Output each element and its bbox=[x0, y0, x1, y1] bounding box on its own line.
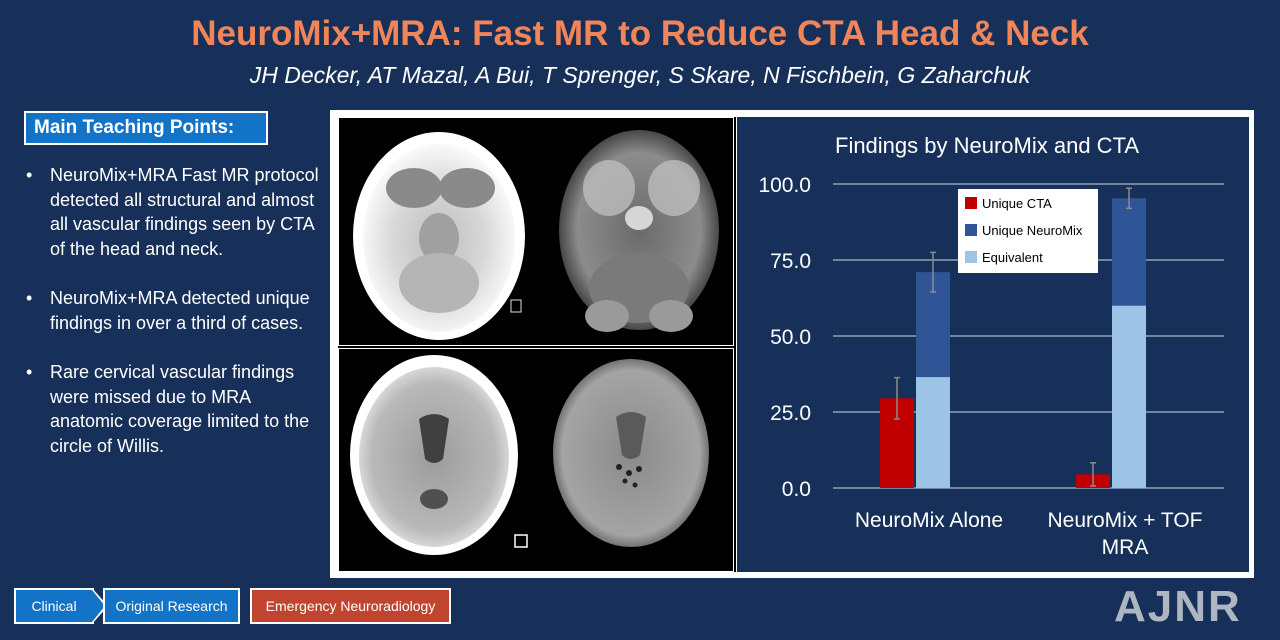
x-category-label-line2: MRA bbox=[1102, 536, 1149, 559]
legend-label: Unique CTA bbox=[982, 196, 1052, 211]
y-tick-label: 25.0 bbox=[770, 402, 811, 425]
scan-pair-bottom bbox=[338, 348, 734, 572]
tag-original-research[interactable]: Original Research bbox=[103, 588, 240, 624]
y-tick-label: 50.0 bbox=[770, 326, 811, 349]
legend-label: Unique NeuroMix bbox=[982, 223, 1083, 238]
chart-legend: Unique CTA Unique NeuroMix Equivalent bbox=[958, 189, 1098, 273]
x-category-label: NeuroMix Alone bbox=[855, 509, 1003, 532]
ct-mr-brain-images-top bbox=[339, 118, 733, 345]
legend-box bbox=[958, 189, 1098, 273]
author-list: JH Decker, AT Mazal, A Bui, T Sprenger, … bbox=[249, 62, 1031, 88]
teaching-point: NeuroMix+MRA Fast MR protocol detected a… bbox=[24, 163, 324, 261]
findings-bar-chart: Findings by NeuroMix and CTA 100.0 75.0 50… bbox=[758, 133, 1224, 559]
teaching-point: NeuroMix+MRA detected unique findings in… bbox=[24, 286, 324, 335]
bar-equivalent bbox=[1112, 305, 1146, 488]
scan-pair-top bbox=[338, 117, 734, 346]
teaching-point: Rare cervical vascular findings were mis… bbox=[24, 360, 324, 458]
legend-swatch bbox=[965, 251, 977, 263]
ct-mr-brain-images-bottom bbox=[339, 349, 733, 571]
tag-emergency-neuroradiology[interactable]: Emergency Neuroradiology bbox=[250, 588, 451, 624]
ajnr-logo: AJNR bbox=[1114, 582, 1242, 631]
poster-title: NeuroMix+MRA: Fast MR to Reduce CTA Head… bbox=[191, 14, 1089, 53]
x-category-label: NeuroMix + TOF bbox=[1047, 509, 1202, 532]
legend-label: Equivalent bbox=[982, 250, 1043, 265]
tag-clinical[interactable]: Clinical bbox=[14, 588, 94, 624]
y-tick-label: 75.0 bbox=[770, 250, 811, 273]
findings-chart-panel: Findings by NeuroMix and CTA 100.0 75.0 50… bbox=[737, 117, 1249, 572]
bar-unique-neuromix bbox=[1112, 198, 1146, 306]
y-tick-label: 0.0 bbox=[782, 478, 811, 501]
arrow-right-icon-fill bbox=[92, 590, 105, 622]
legend-swatch bbox=[965, 197, 977, 209]
y-tick-label: 100.0 bbox=[758, 174, 811, 197]
chart-title: Findings by NeuroMix and CTA bbox=[835, 133, 1139, 158]
scan-images bbox=[338, 117, 736, 572]
teaching-points-list: NeuroMix+MRA Fast MR protocol detected a… bbox=[24, 163, 324, 483]
teaching-points-heading: Main Teaching Points: bbox=[24, 111, 268, 145]
legend-swatch bbox=[965, 224, 977, 236]
bar-equivalent bbox=[916, 377, 950, 488]
